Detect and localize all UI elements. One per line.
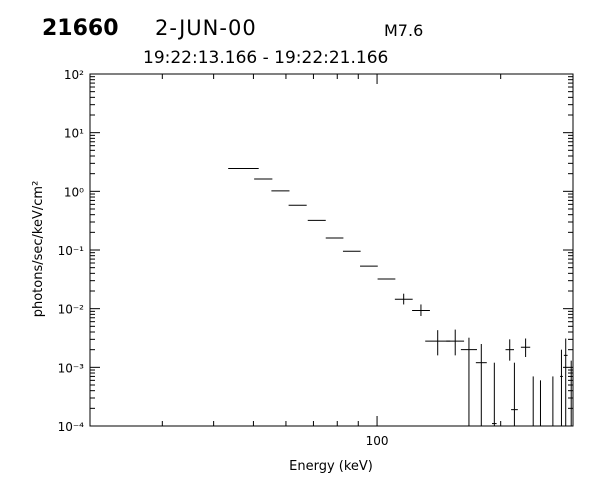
data-point: [446, 329, 465, 356]
y-tick-label: 10⁻²: [58, 303, 85, 317]
axes: 10⁻⁴ 10⁻³ 10⁻² 10⁻¹ 10⁰ 10¹ 10² 100: [58, 68, 574, 448]
y-axis-label: photons/sec/keV/cm²: [31, 181, 46, 318]
y-tick-label: 10²: [64, 68, 84, 82]
y-tick-label: 10⁻⁴: [58, 420, 85, 434]
x-tick-label: 100: [366, 434, 389, 448]
y-tick-label: 10⁻³: [58, 361, 85, 375]
y-tick-label: 10⁻¹: [58, 244, 85, 258]
y-tick-label: 10⁰: [64, 185, 84, 199]
data-point: [560, 349, 563, 426]
y-tick-label: 10¹: [64, 127, 84, 141]
data-points: [228, 168, 572, 426]
data-point: [511, 362, 518, 426]
data-point: [475, 343, 487, 426]
flare-number: 21660: [42, 16, 119, 41]
data-point: [394, 293, 413, 305]
data-point: [460, 337, 477, 426]
time-range-label: 19:22:13.166 - 19:22:21.166: [143, 48, 389, 68]
plot-frame: [89, 73, 574, 427]
data-point: [505, 339, 514, 361]
data-point: [520, 338, 531, 358]
data-point: [492, 362, 497, 426]
data-point: [563, 338, 568, 426]
date-label: 2-JUN-00: [155, 16, 257, 40]
goes-class-label: M7.6: [384, 21, 424, 40]
x-axis-label: Energy (keV): [289, 459, 373, 474]
data-point: [425, 330, 451, 356]
data-point: [412, 304, 430, 316]
